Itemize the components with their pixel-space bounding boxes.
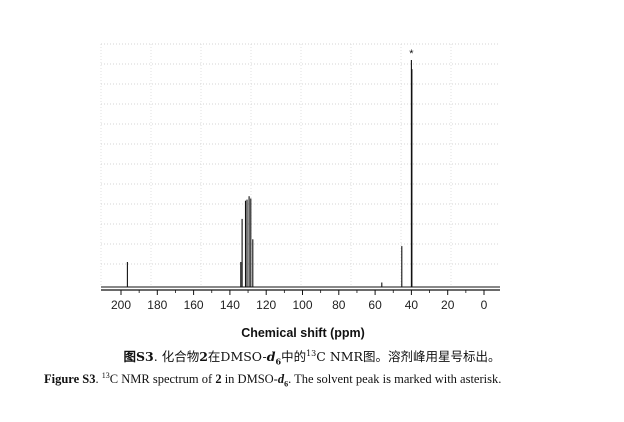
caption-en-compound: 2: [215, 372, 222, 386]
caption-cn-text-4: C NMR图。溶剂峰用星号标出。: [316, 349, 501, 364]
caption-cn-text-2: 在DMSO-: [207, 349, 267, 364]
solvent-peak-asterisk: *: [409, 48, 414, 60]
caption-cn-d: d: [266, 349, 276, 364]
caption-cn-label: 图S3: [123, 349, 154, 364]
caption-chinese: 图S3. 化合物2在DMSO-d6中的13C NMR图。溶剂峰用星号标出。: [123, 348, 501, 367]
caption-en-d-sub: 6: [284, 379, 289, 389]
caption-cn-d-sub: 6: [275, 356, 282, 367]
x-tick-label: 0: [481, 298, 488, 312]
x-tick-label: 100: [292, 298, 312, 312]
caption-english: Figure S3. 13C NMR spectrum of 2 in DMSO…: [44, 370, 502, 389]
caption-en-sep: .: [95, 372, 102, 386]
x-tick-label: 120: [256, 298, 276, 312]
caption-en-isotope: 13: [101, 370, 110, 380]
grid: [100, 43, 500, 286]
caption-cn-compound: 2: [199, 349, 208, 364]
x-tick-label: 160: [184, 298, 204, 312]
x-tick-label: 80: [332, 298, 346, 312]
caption-en-text-3: . The solvent peak is marked with asteri…: [288, 372, 502, 386]
x-axis-title: Chemical shift (ppm): [241, 326, 365, 340]
nmr-chart: * 200 180 160 140 120 100 80 60 40 20 0 Chemical s…: [100, 43, 500, 340]
x-tick-label: 200: [111, 298, 131, 312]
x-axis: 200 180 160 140 120 100 80 60 40 20 0: [101, 289, 500, 312]
caption-cn-text-3: 中的: [281, 349, 307, 364]
caption-en-text-1: C NMR spectrum of: [109, 372, 216, 386]
x-tick-label: 140: [220, 298, 240, 312]
caption-en-d: d: [277, 372, 285, 386]
x-tick-label: 40: [405, 298, 419, 312]
x-tick-label: 180: [147, 298, 167, 312]
x-tick-label: 60: [368, 298, 382, 312]
caption-cn-text-1: 化合物: [161, 349, 200, 364]
x-tick-label: 20: [441, 298, 455, 312]
caption-cn-isotope: 13: [306, 348, 317, 358]
peaks: *: [126, 48, 414, 287]
caption-en-text-2: in DMSO-: [221, 372, 278, 386]
caption-en-label: Figure S3: [44, 372, 96, 386]
